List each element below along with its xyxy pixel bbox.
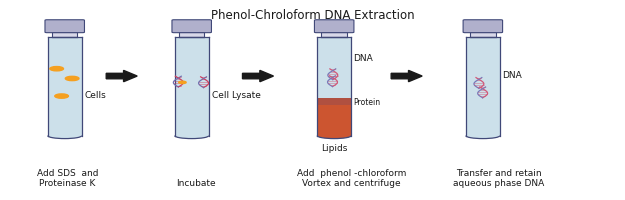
Ellipse shape xyxy=(174,133,209,139)
Text: Incubate: Incubate xyxy=(176,179,216,188)
Bar xyxy=(317,106,351,136)
Bar xyxy=(48,38,82,136)
Bar xyxy=(470,33,496,38)
Text: Cell Lysate: Cell Lysate xyxy=(211,90,261,99)
FancyArrow shape xyxy=(242,71,274,82)
FancyBboxPatch shape xyxy=(172,21,211,33)
Text: Transfer and retain
aqueous phase DNA: Transfer and retain aqueous phase DNA xyxy=(453,168,544,188)
Text: Protein: Protein xyxy=(353,98,381,107)
Bar xyxy=(317,38,351,99)
Circle shape xyxy=(66,77,79,81)
Circle shape xyxy=(179,82,186,84)
Text: Lipids: Lipids xyxy=(321,144,348,153)
Ellipse shape xyxy=(48,133,82,139)
Text: DNA: DNA xyxy=(502,71,522,80)
Bar xyxy=(174,38,209,136)
FancyArrow shape xyxy=(391,71,422,82)
FancyBboxPatch shape xyxy=(314,21,354,33)
Bar xyxy=(466,38,500,136)
Bar xyxy=(52,33,78,38)
Bar xyxy=(317,99,351,106)
FancyBboxPatch shape xyxy=(463,21,503,33)
Bar xyxy=(179,33,204,38)
Text: DNA: DNA xyxy=(353,54,373,63)
Ellipse shape xyxy=(317,133,351,139)
Circle shape xyxy=(55,94,69,99)
Text: Cells: Cells xyxy=(84,90,106,99)
FancyArrow shape xyxy=(106,71,138,82)
FancyBboxPatch shape xyxy=(45,21,84,33)
Bar xyxy=(321,33,347,38)
Text: Add  phenol -chloroform
Vortex and centrifuge: Add phenol -chloroform Vortex and centri… xyxy=(297,168,406,188)
Circle shape xyxy=(50,67,64,71)
Ellipse shape xyxy=(466,133,500,139)
Text: Phenol-Chroloform DNA Extraction: Phenol-Chroloform DNA Extraction xyxy=(211,9,414,22)
Text: Add SDS  and
Proteinase K: Add SDS and Proteinase K xyxy=(37,168,98,188)
